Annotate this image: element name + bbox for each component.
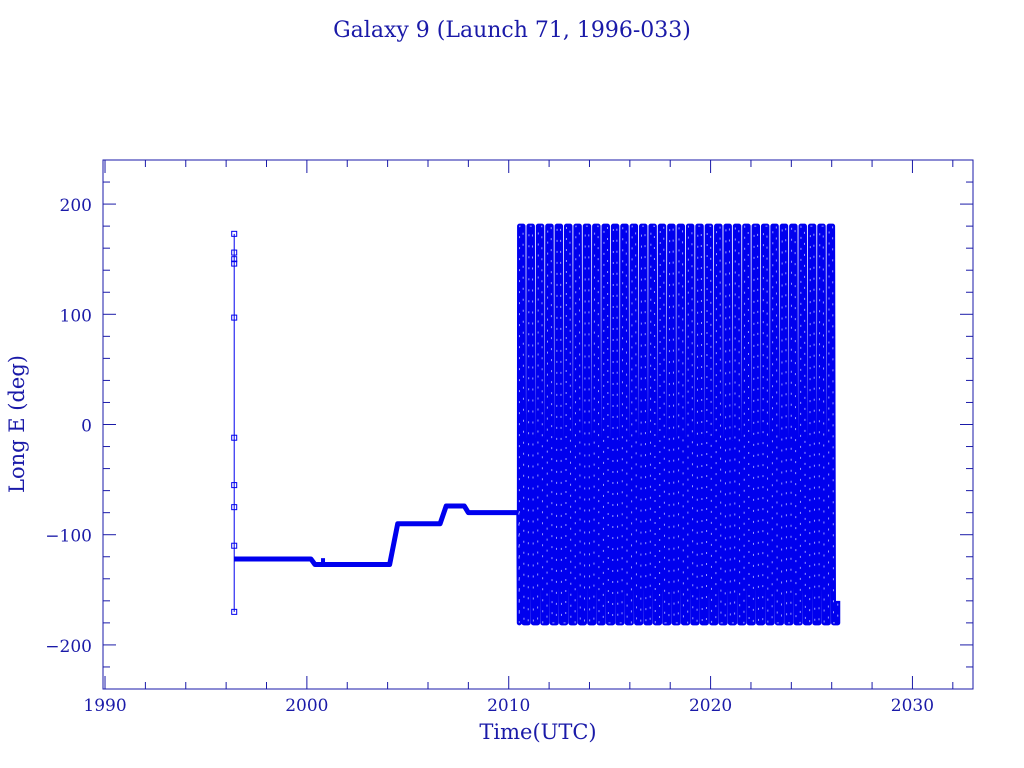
launch-drift-point: [231, 260, 238, 267]
x-tick-label: 1990: [83, 696, 126, 716]
series-layer: [231, 223, 841, 626]
y-tick-label: 0: [81, 417, 92, 437]
launch-drift-point: [231, 482, 238, 489]
x-axis: 1990 2000 2010 2020 2030: [83, 160, 954, 716]
y-tick-label: −200: [45, 637, 92, 657]
chart-title: Galaxy 9 (Launch 71, 1996-033): [333, 18, 691, 43]
y-tick-label: 200: [60, 196, 92, 216]
x-axis-label: Time(UTC): [479, 720, 596, 744]
y-tick-label: 100: [60, 306, 92, 326]
y-axis: 200 100 0 −100 −200: [45, 181, 973, 668]
x-tick-label: 2000: [285, 696, 328, 716]
launch-drift-point: [231, 504, 238, 511]
launch-drift-point: [231, 542, 238, 549]
launch-drift-point: [231, 608, 238, 615]
station-kept-blip: [321, 558, 326, 563]
launch-drift-point: [231, 249, 238, 256]
launch-drift-point: [231, 230, 238, 237]
launch-drift-point: [231, 256, 238, 263]
y-axis-label: Long E (deg): [5, 355, 29, 493]
x-tick-label: 2030: [891, 696, 934, 716]
drift-oscillation-line: [516, 223, 841, 626]
station-kept-line: [234, 503, 519, 567]
x-tick-label: 2020: [689, 696, 732, 716]
y-tick-label: −100: [45, 527, 92, 547]
x-tick-label: 2010: [487, 696, 530, 716]
launch-drift-point: [231, 314, 238, 321]
launch-drift-point: [231, 434, 238, 441]
